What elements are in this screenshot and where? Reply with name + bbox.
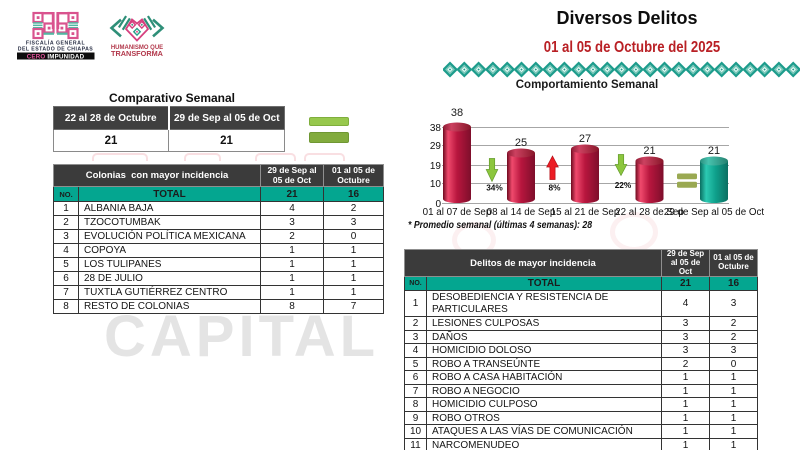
svg-text:21: 21: [643, 145, 655, 157]
svg-text:27: 27: [579, 133, 591, 145]
svg-text:CERO IMPUNIDAD: CERO IMPUNIDAD: [27, 53, 85, 60]
svg-text:10: 10: [430, 179, 442, 190]
svg-text:19: 19: [430, 161, 442, 172]
svg-text:21: 21: [708, 145, 720, 157]
svg-text:FISCALÍA GENERAL: FISCALÍA GENERAL: [26, 39, 86, 47]
svg-text:01 al 07 de Sep: 01 al 07 de Sep: [423, 207, 492, 218]
svg-text:08 al 14 de Sep: 08 al 14 de Sep: [487, 207, 556, 218]
svg-text:8%: 8%: [549, 183, 562, 193]
svg-text:38: 38: [430, 123, 442, 134]
svg-text:25: 25: [515, 137, 527, 149]
svg-text:29 de Sep al 05 de Oct: 29 de Sep al 05 de Oct: [664, 207, 764, 218]
svg-text:34%: 34%: [486, 183, 503, 193]
svg-text:29: 29: [430, 141, 442, 152]
svg-text:38: 38: [451, 107, 463, 119]
svg-text:22 al 28 de Sep: 22 al 28 de Sep: [615, 207, 684, 218]
svg-text:15 al 21 de Sep: 15 al 21 de Sep: [551, 207, 620, 218]
svg-text:0: 0: [435, 199, 441, 210]
svg-text:22%: 22%: [615, 180, 632, 190]
svg-text:DEL ESTADO DE CHIAPAS: DEL ESTADO DE CHIAPAS: [18, 47, 94, 53]
svg-text:TRANSFORMA: TRANSFORMA: [111, 49, 164, 58]
svg-text:HUMANISMO QUE: HUMANISMO QUE: [111, 45, 163, 51]
